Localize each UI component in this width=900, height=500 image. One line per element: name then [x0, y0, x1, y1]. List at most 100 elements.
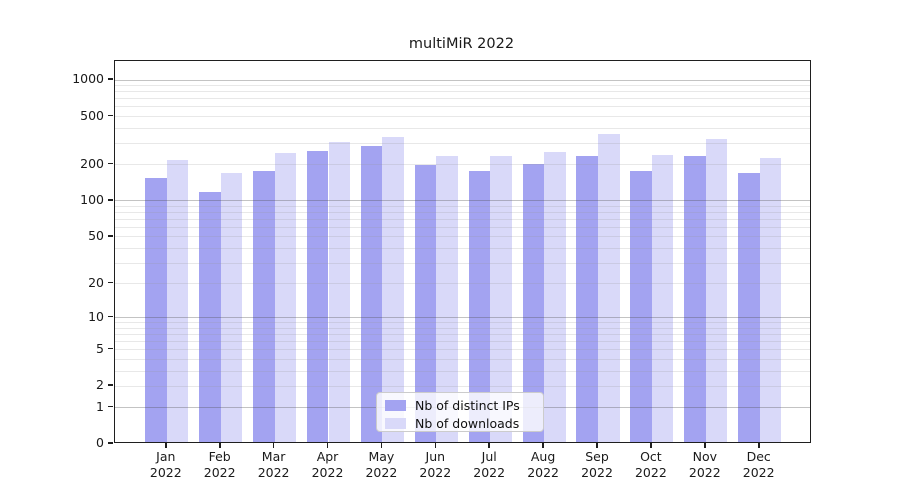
bar-distinct-ips-may [360, 146, 383, 442]
gridline-y-700 [114, 98, 810, 100]
y-tick-mark-1 [108, 405, 113, 408]
bar-downloads-dec [759, 157, 782, 442]
y-tick-mark-2 [108, 384, 113, 386]
y-tick-label-5: 5 [96, 340, 104, 356]
gridline-y-30 [114, 262, 810, 264]
x-tick-label-jun: Jun 2022 [405, 449, 465, 481]
y-tick-mark-5 [108, 347, 113, 350]
y-tick-mark-50 [108, 235, 113, 237]
y-tick-mark-1000 [108, 78, 113, 80]
x-tick-mark-feb [219, 443, 221, 448]
bar-distinct-ips-jul [468, 171, 491, 442]
y-tick-label-50: 50 [88, 227, 104, 243]
gridline-y-9 [114, 322, 810, 324]
y-tick-mark-0 [108, 442, 113, 444]
y-tick-label-1: 1 [96, 398, 104, 414]
x-tick-year: 2022 [419, 465, 452, 480]
y-tick-label-10: 10 [88, 308, 104, 324]
y-tick-label-500: 500 [80, 107, 104, 123]
x-tick-year: 2022 [257, 465, 290, 480]
gridline-y-10 [114, 317, 810, 319]
bar-distinct-ips-nov [684, 155, 706, 442]
x-tick-mark-may [380, 443, 383, 448]
x-tick-year: 2022 [149, 465, 182, 480]
bar-downloads-jun [436, 155, 458, 442]
y-tick-mark-10 [108, 315, 113, 318]
legend-label-distinct-ips: Nb of distinct IPs [415, 397, 520, 413]
x-tick-label-apr: Apr 2022 [298, 449, 358, 481]
y-tick-label-200: 200 [80, 155, 104, 171]
bar-downloads-mar [274, 153, 297, 442]
plot-area [113, 60, 811, 443]
legend-swatch-distinct-ips [385, 399, 406, 411]
bar-downloads-apr [328, 142, 351, 442]
x-tick-mark-sep [596, 443, 598, 448]
gridline-y-400 [114, 127, 810, 129]
bar-distinct-ips-aug [522, 163, 545, 442]
bar-distinct-ips-apr [306, 151, 329, 442]
gridline-y-1000 [114, 79, 810, 81]
x-tick-label-nov: Nov 2022 [675, 449, 735, 481]
legend-item-distinct-ips: Nb of distinct IPs [385, 397, 535, 413]
x-tick-month: Jan [156, 449, 176, 464]
x-tick-month: Jun [425, 449, 446, 464]
gridline-y-5 [114, 349, 810, 351]
chart-title: multiMiR 2022 [408, 36, 515, 52]
y-tick-label-20: 20 [88, 274, 104, 290]
gridline-y-800 [114, 91, 810, 93]
gridline-y-300 [114, 142, 810, 144]
bar-distinct-ips-jun [414, 164, 437, 442]
x-tick-year: 2022 [473, 465, 506, 480]
bar-downloads-nov [705, 139, 728, 442]
bar-downloads-aug [544, 152, 566, 442]
y-tick-mark-500 [108, 114, 113, 117]
x-tick-mark-jan [165, 443, 167, 448]
x-tick-mark-dec [758, 443, 760, 448]
gridline-y-60 [114, 226, 810, 228]
x-tick-year: 2022 [634, 465, 667, 480]
bar-downloads-sep [598, 133, 620, 442]
legend: Nb of distinct IPs Nb of downloads [376, 392, 544, 432]
x-tick-year: 2022 [688, 465, 721, 480]
bar-distinct-ips-sep [576, 155, 598, 442]
gridline-y-900 [114, 85, 810, 87]
bar-downloads-feb [220, 173, 243, 442]
gridline-y-2 [114, 385, 810, 387]
bar-distinct-ips-oct [630, 170, 652, 442]
x-tick-month: May [368, 449, 395, 464]
x-tick-month: Dec [746, 449, 771, 464]
x-tick-month: Aug [530, 449, 556, 464]
x-tick-label-sep: Sep 2022 [567, 449, 627, 481]
x-tick-month: Nov [692, 449, 717, 464]
x-tick-month: Oct [640, 449, 662, 464]
x-tick-month: Feb [208, 449, 231, 464]
y-tick-mark-200 [108, 162, 113, 165]
x-tick-year: 2022 [581, 465, 613, 480]
x-tick-mark-apr [326, 443, 329, 448]
gridline-y-90 [114, 205, 810, 207]
y-tick-label-1000: 1000 [72, 71, 104, 86]
x-tick-label-jan: Jan 2022 [136, 449, 196, 481]
x-tick-mark-aug [542, 443, 544, 448]
gridline-y-3 [114, 370, 810, 372]
gridline-y-4 [114, 358, 810, 360]
x-tick-label-oct: Oct 2022 [621, 449, 681, 481]
bar-distinct-ips-mar [253, 170, 275, 442]
gridline-y-7 [114, 334, 810, 335]
bar-downloads-may [382, 136, 404, 442]
x-tick-label-mar: Mar 2022 [244, 449, 304, 481]
bar-downloads-oct [651, 155, 674, 442]
y-tick-label-100: 100 [80, 191, 104, 207]
x-tick-year: 2022 [365, 465, 398, 480]
gridline-y-80 [114, 212, 810, 213]
y-tick-label-0: 0 [96, 435, 104, 450]
y-tick-label-2: 2 [96, 377, 104, 393]
x-tick-year: 2022 [203, 465, 236, 480]
gridline-y-100 [114, 200, 810, 202]
x-tick-label-dec: Dec 2022 [729, 449, 789, 481]
x-tick-year: 2022 [527, 465, 559, 480]
x-tick-mark-mar [272, 443, 275, 448]
x-tick-label-feb: Feb 2022 [190, 449, 250, 481]
x-tick-label-jul: Jul 2022 [459, 449, 519, 481]
x-tick-mark-nov [704, 443, 706, 448]
